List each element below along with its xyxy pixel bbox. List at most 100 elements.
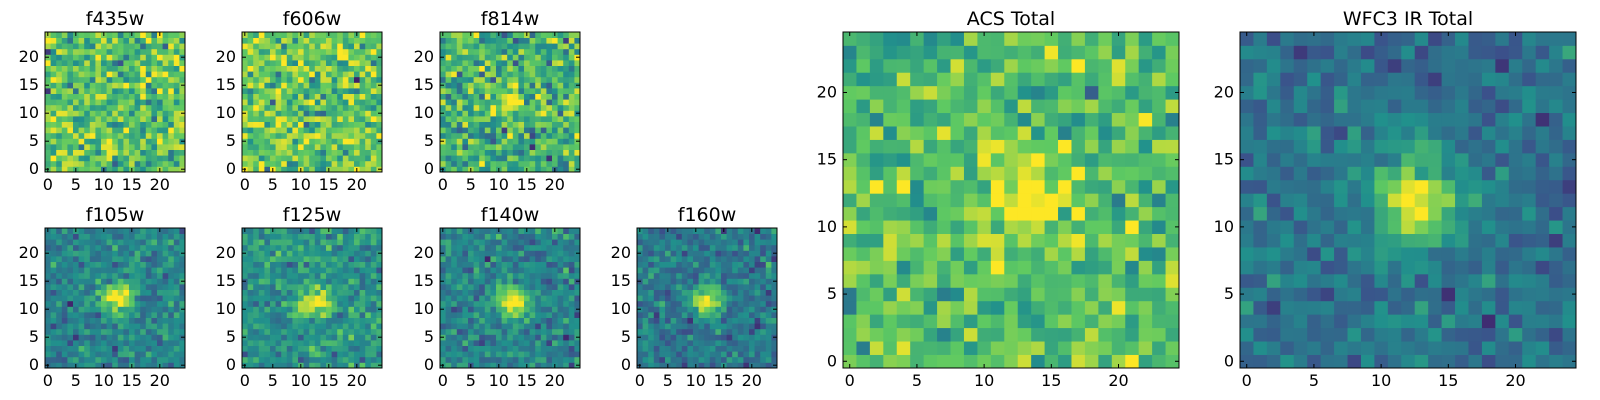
heatmap-cell — [552, 155, 558, 162]
heatmap-cell — [145, 99, 152, 106]
heatmap-cell — [648, 244, 655, 251]
heatmap-cell — [546, 317, 553, 324]
heatmap-cell — [445, 340, 452, 346]
heatmap-cell — [659, 295, 666, 302]
heatmap-cell — [89, 239, 96, 246]
heatmap-cell — [298, 93, 304, 100]
heatmap-cell — [134, 267, 141, 274]
heatmap-cell — [490, 71, 497, 78]
heatmap-cell — [535, 54, 542, 61]
heatmap-cell — [112, 295, 119, 302]
heatmap-cell — [698, 362, 705, 369]
heatmap-cell — [479, 116, 486, 122]
heatmap-cell — [490, 250, 497, 257]
heatmap-cell — [95, 345, 102, 352]
heatmap-cell — [56, 239, 63, 246]
heatmap-cell — [264, 340, 271, 346]
heatmap-cell — [445, 116, 452, 122]
heatmap-cell — [557, 127, 564, 134]
heatmap-cell — [45, 149, 51, 156]
heatmap-cell — [162, 166, 169, 173]
heatmap-cell — [681, 300, 688, 307]
heatmap-cell — [309, 317, 316, 324]
heatmap-cell — [637, 256, 643, 262]
heatmap-cell — [354, 272, 360, 279]
heatmap-cell — [106, 144, 113, 150]
heatmap-cell — [923, 247, 938, 261]
heatmap-cell — [749, 250, 755, 257]
heatmap-cell — [145, 284, 152, 290]
heatmap-cell — [501, 284, 508, 290]
heatmap-cell — [869, 327, 884, 342]
heatmap-cell — [883, 233, 898, 248]
heatmap-cell — [963, 220, 978, 234]
heatmap-cell — [681, 351, 688, 358]
heatmap-cell — [73, 65, 79, 72]
heatmap-cell — [270, 116, 276, 122]
heatmap-cell — [665, 289, 671, 296]
heatmap-cell — [157, 144, 163, 150]
heatmap-cell — [331, 43, 338, 50]
heatmap-cell — [331, 104, 338, 111]
heatmap-cell — [490, 37, 497, 44]
heatmap-cell — [309, 340, 316, 346]
heatmap-cell — [540, 356, 547, 363]
heatmap-cell — [292, 278, 299, 285]
heatmap-cell — [479, 261, 486, 268]
heatmap-cell — [676, 233, 683, 240]
heatmap-cell — [303, 244, 310, 251]
heatmap-cell — [445, 261, 452, 268]
heatmap-cell — [326, 328, 332, 335]
heatmap-cell — [73, 104, 79, 111]
heatmap-cell — [359, 104, 366, 111]
heatmap-cell — [162, 340, 169, 346]
heatmap-cell — [546, 138, 553, 145]
heatmap-cell — [507, 233, 514, 240]
heatmap-cell — [45, 289, 51, 296]
heatmap-cell — [923, 273, 938, 288]
heatmap-cell — [370, 362, 377, 369]
heatmap-cell — [342, 82, 349, 89]
heatmap-cell — [179, 71, 186, 78]
heatmap-cell — [990, 206, 1005, 221]
heatmap-cell — [518, 328, 525, 335]
heatmap-cell — [151, 104, 158, 111]
heatmap-cell — [496, 340, 502, 346]
heatmap-cell — [342, 300, 349, 307]
heatmap-cell — [342, 104, 349, 111]
heatmap-cell — [490, 155, 497, 162]
heatmap-cell — [303, 256, 310, 262]
heatmap-cell — [157, 289, 163, 296]
heatmap-cell — [157, 132, 163, 139]
heatmap-cell — [704, 317, 711, 324]
heatmap-cell — [151, 71, 158, 78]
heatmap-cell — [568, 88, 575, 94]
heatmap-cell — [348, 250, 355, 257]
heatmap-cell — [456, 261, 463, 268]
heatmap-cell — [106, 48, 113, 55]
heatmap-cell — [145, 228, 152, 234]
heatmap-cell — [557, 340, 564, 346]
heatmap-cell — [1165, 300, 1180, 315]
heatmap-cell — [1084, 273, 1099, 288]
heatmap-cell — [376, 267, 383, 274]
heatmap-cell — [754, 228, 761, 234]
heatmap-cell — [557, 138, 564, 145]
heatmap-cell — [342, 312, 349, 318]
heatmap-cell — [247, 356, 254, 363]
heatmap-cell — [348, 88, 355, 94]
heatmap-cell — [856, 220, 871, 234]
heatmap-cell — [950, 273, 965, 288]
heatmap-cell — [376, 300, 383, 307]
heatmap-cell — [496, 306, 502, 313]
heatmap-cell — [698, 323, 705, 330]
heatmap-cell — [473, 239, 480, 246]
heatmap-cell — [440, 267, 446, 274]
heatmap-cell — [574, 345, 581, 352]
heatmap-cell — [659, 228, 666, 234]
heatmap-cell — [743, 351, 750, 358]
heatmap-cell — [270, 356, 276, 363]
heatmap-cell — [253, 144, 260, 150]
heatmap-cell — [451, 54, 458, 61]
heatmap-cell — [977, 314, 992, 329]
